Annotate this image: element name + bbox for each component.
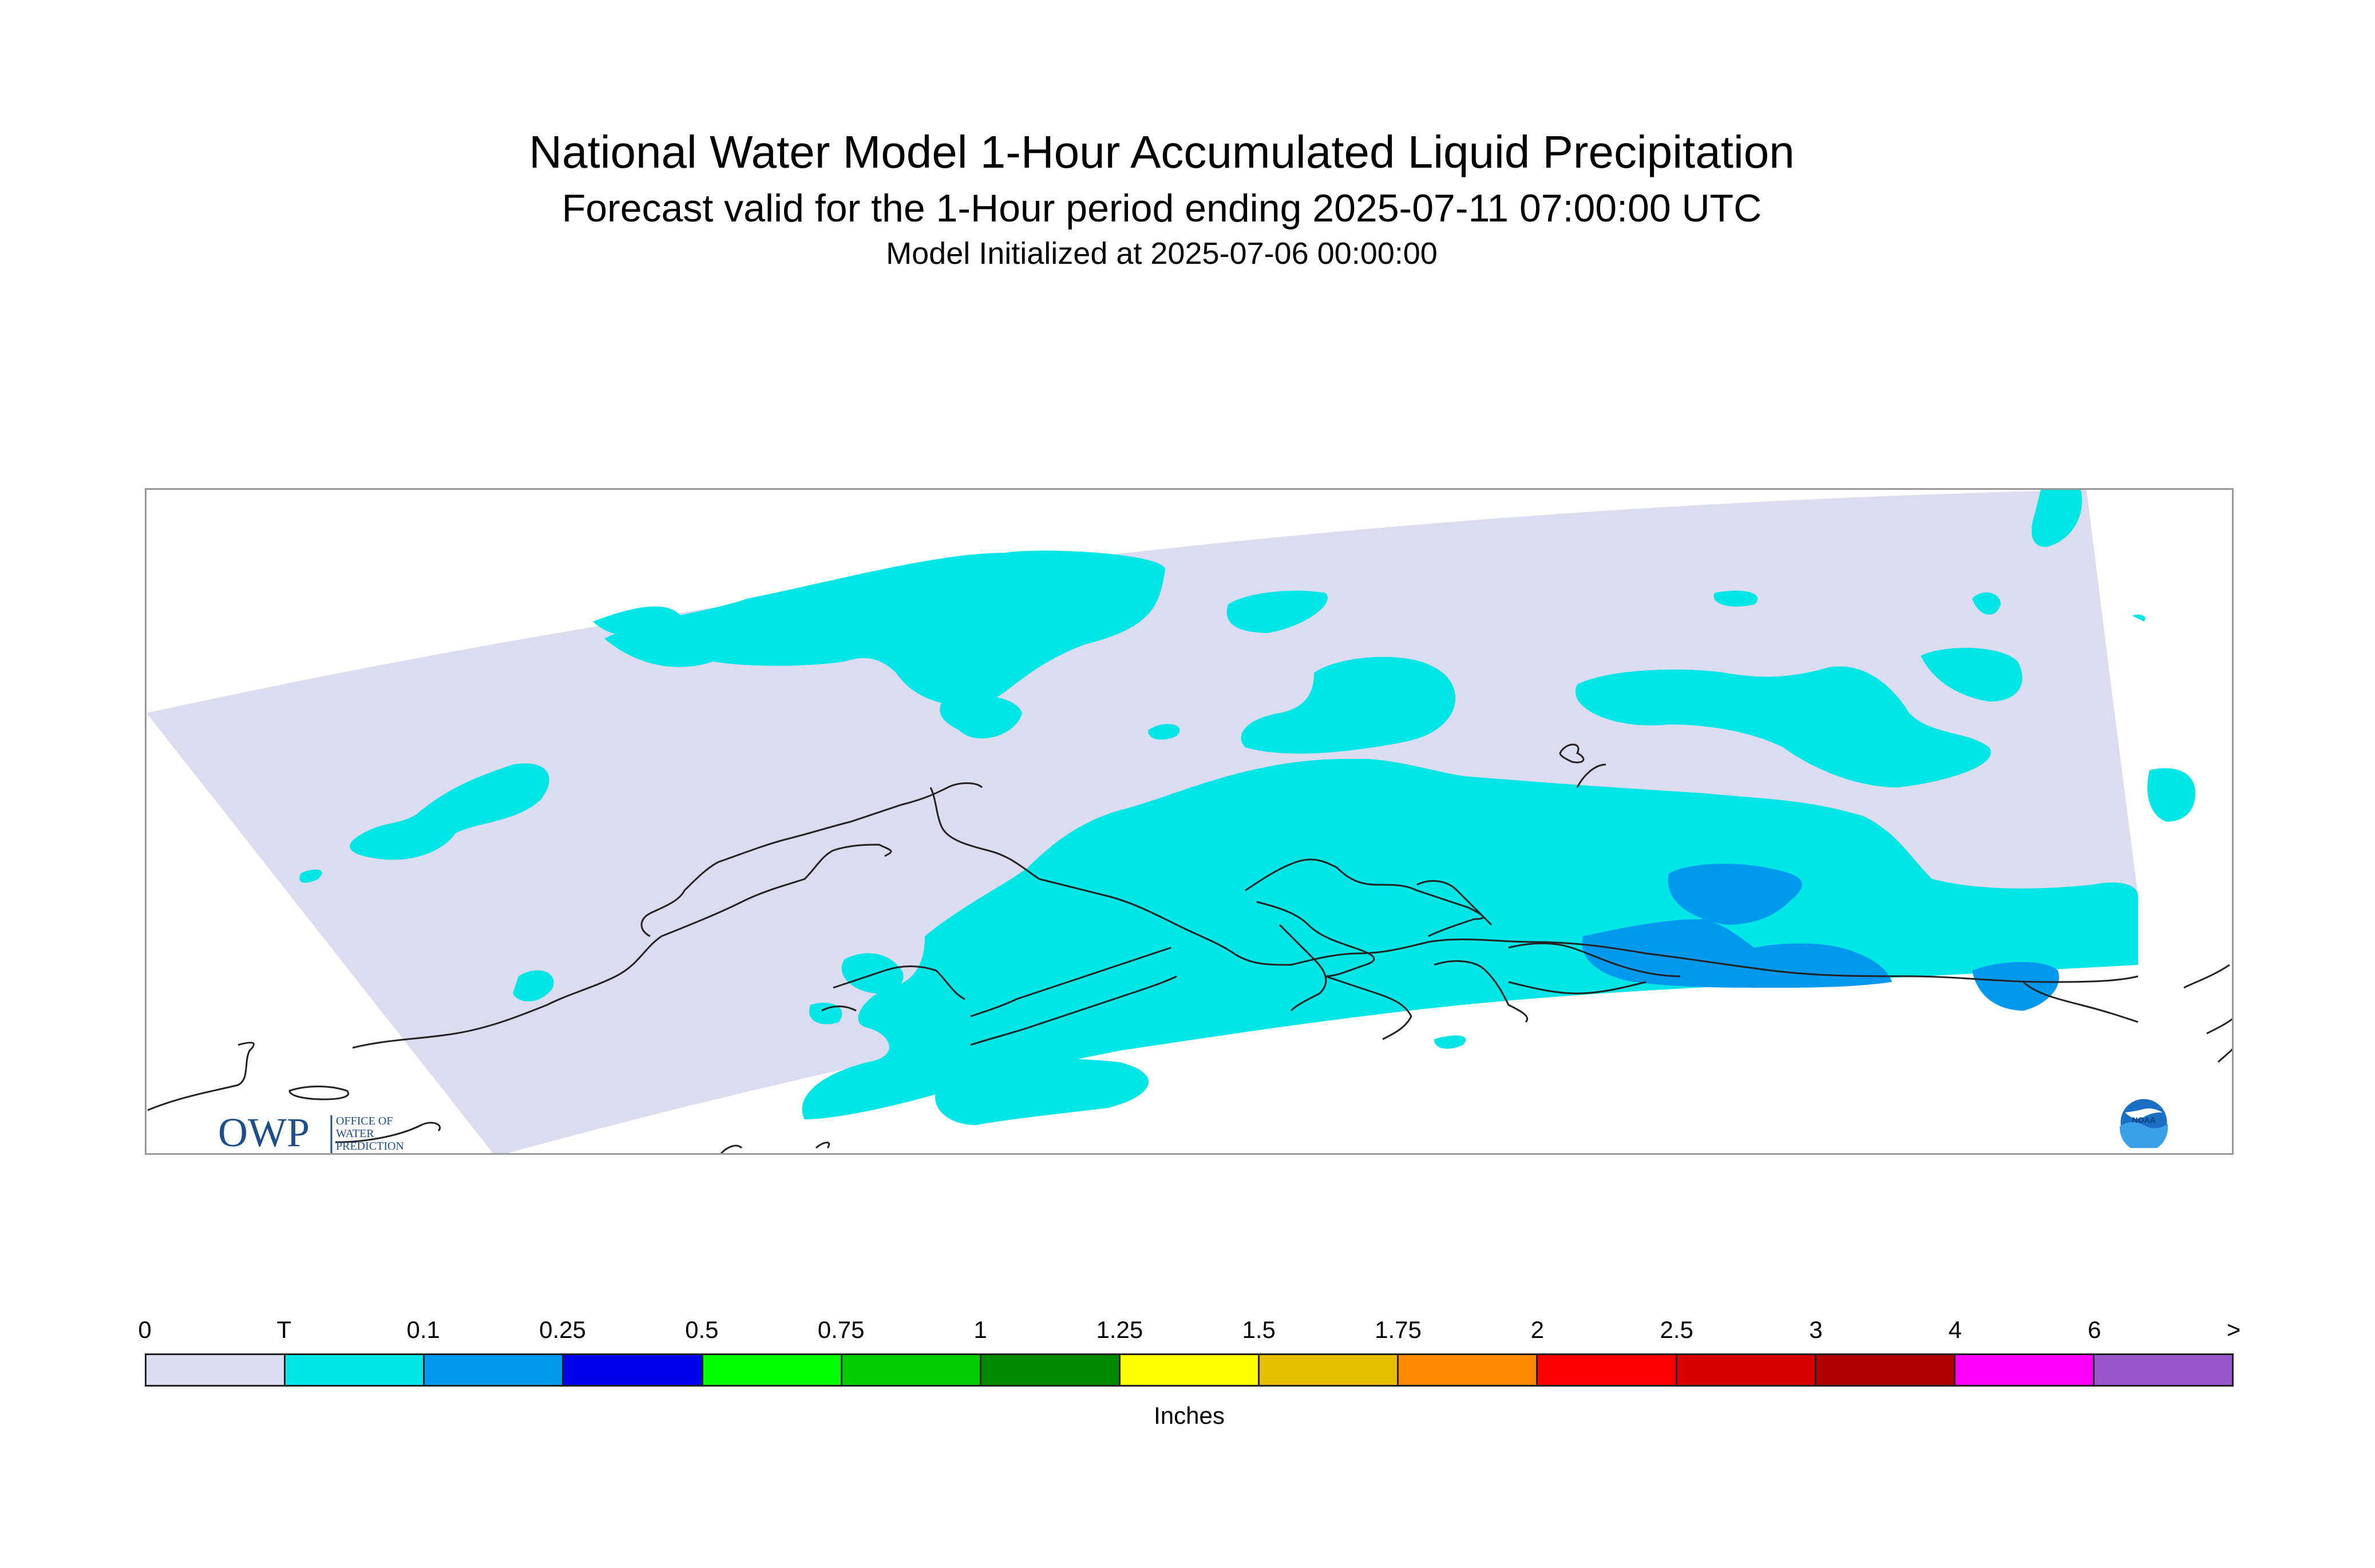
legend-swatch [1955, 1355, 2095, 1385]
legend-swatch [1816, 1355, 1956, 1385]
color-legend: 0 T 0.1 0.25 0.5 0.75 1 1.25 1.5 1.75 2 2.5 3 4 6 > Inc… [138, 1316, 2241, 1431]
legend-tick-label: 0.25 [539, 1316, 586, 1343]
legend-swatch [842, 1355, 981, 1385]
legend-swatch [425, 1355, 564, 1385]
legend-units-label: Inches [1154, 1402, 1225, 1429]
forecast-valid-subtitle: Forecast valid for the 1-Hour period end… [561, 187, 1762, 230]
legend-tick-label: 1.5 [1242, 1316, 1276, 1343]
legend-tick-label: T [276, 1316, 292, 1343]
map-title: National Water Model 1-Hour Accumulated … [529, 126, 1795, 177]
legend-swatch [286, 1355, 425, 1385]
legend-swatch [1538, 1355, 1677, 1385]
owp-logo-line1: OFFICE OF [336, 1115, 393, 1127]
legend-swatch [1677, 1355, 1816, 1385]
legend-swatch [703, 1355, 842, 1385]
legend-tick-label: 2 [1530, 1316, 1545, 1343]
legend-tick-label: > [2226, 1316, 2241, 1343]
legend-tick-label: 0.75 [817, 1316, 865, 1343]
legend-tick-label: 3 [1809, 1316, 1823, 1343]
owp-logo-mark: OWP [218, 1111, 310, 1155]
noaa-logo-text: NOAA [2132, 1115, 2155, 1124]
legend-swatch [1260, 1355, 1399, 1385]
coastlines [147, 743, 2232, 1153]
owp-logo-line2: WATER [336, 1127, 374, 1140]
owp-logo-line3: PREDICTION [336, 1140, 404, 1153]
legend-tick-label: 6 [2087, 1316, 2101, 1343]
legend-colorbar [145, 1353, 2234, 1387]
legend-swatch [1120, 1355, 1260, 1385]
legend-tick-label: 0 [138, 1316, 152, 1343]
legend-swatch [564, 1355, 703, 1385]
legend-swatch [981, 1355, 1121, 1385]
legend-tick-label: 1.75 [1375, 1316, 1422, 1343]
legend-tick-label: 0.1 [406, 1316, 440, 1343]
legend-swatch [147, 1355, 286, 1385]
light-precip-areas [1582, 864, 2059, 1011]
legend-tick-label: 2.5 [1660, 1316, 1693, 1343]
legend-swatch [2094, 1355, 2232, 1385]
legend-tick-label: 4 [1948, 1316, 1962, 1343]
precipitation-map: OWP OFFICE OF WATER PREDICTION NOAA [145, 488, 2234, 1155]
legend-tick-label: 1.25 [1096, 1316, 1143, 1343]
legend-tick-label: 1 [973, 1316, 987, 1343]
model-init-subtitle: Model Initialized at 2025-07-06 00:00:00 [886, 236, 1438, 271]
legend-swatch [1399, 1355, 1538, 1385]
map-canvas [147, 490, 2232, 1153]
legend-tick-label: 0.5 [685, 1316, 719, 1343]
